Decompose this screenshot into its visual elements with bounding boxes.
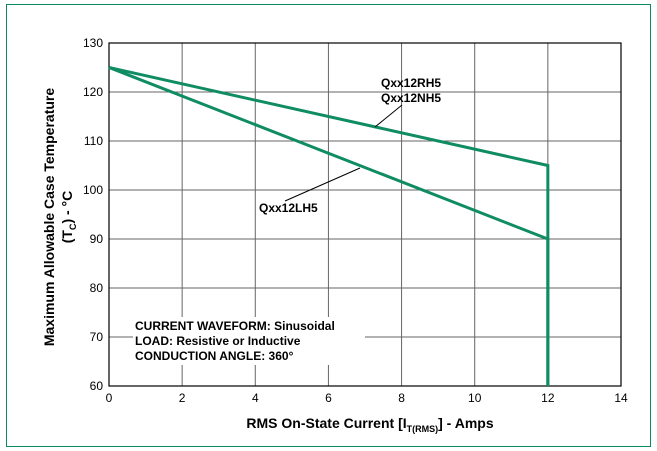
- y-axis-title-post: ) - °C: [59, 191, 75, 224]
- x-tick-label: 10: [468, 391, 482, 405]
- x-tick-label: 0: [106, 391, 113, 405]
- x-ticks: 0 2 4 6 8 10 12 14: [106, 391, 628, 405]
- y-ticks: 60 70 80 90 100 110 120 130: [83, 36, 103, 393]
- y-tick-label: 80: [90, 281, 104, 295]
- x-axis-title-main: RMS On-State Current [I: [246, 415, 406, 431]
- annotation-waveform: CURRENT WAVEFORM: Sinusoidal: [135, 319, 335, 333]
- x-axis-title: RMS On-State Current [IT(RMS)] - Amps: [246, 415, 493, 434]
- leader-line-rh5: [374, 104, 403, 128]
- y-tick-label: 130: [83, 36, 103, 50]
- annotation-background: [133, 317, 365, 365]
- y-tick-label: 100: [83, 183, 103, 197]
- y-tick-label: 110: [84, 134, 103, 148]
- series-label-rh5: Qxx12RH5: [381, 76, 441, 90]
- x-axis-title-sub: T(RMS): [407, 424, 439, 434]
- y-tick-label: 90: [90, 232, 104, 246]
- y-axis-title-pre: (T: [59, 230, 75, 244]
- x-tick-label: 6: [325, 391, 332, 405]
- x-axis-title-tail: ] - Amps: [438, 415, 494, 431]
- series-line-2: [108, 66, 550, 386]
- y-axis-title-sub: C: [68, 223, 78, 230]
- x-tick-label: 12: [541, 391, 555, 405]
- annotation-load: LOAD: Resistive or Inductive: [135, 334, 301, 348]
- x-tick-label: 4: [252, 391, 259, 405]
- y-tick-label: 70: [90, 330, 104, 344]
- y-axis-title: Maximum Allowable Case Temperature (TC) …: [41, 88, 78, 347]
- y-axis-title-line2: (TC) - °C: [59, 191, 78, 244]
- x-tick-label: 8: [398, 391, 405, 405]
- x-tick-label: 14: [614, 391, 628, 405]
- y-axis-title-line1: Maximum Allowable Case Temperature: [41, 88, 57, 347]
- y-tick-label: 60: [90, 379, 104, 393]
- annotation-conduction: CONDUCTION ANGLE: 360°: [135, 349, 294, 363]
- leader-lines: [284, 104, 403, 202]
- series-label-lh5: Qxx12LH5: [259, 201, 318, 215]
- x-tick-label: 2: [179, 391, 186, 405]
- series-label-nh5: Qxx12NH5: [381, 91, 441, 105]
- plot-border: [108, 42, 622, 387]
- series-layer: [108, 66, 550, 386]
- leader-line-lh5: [284, 167, 361, 202]
- y-tick-label: 120: [83, 85, 103, 99]
